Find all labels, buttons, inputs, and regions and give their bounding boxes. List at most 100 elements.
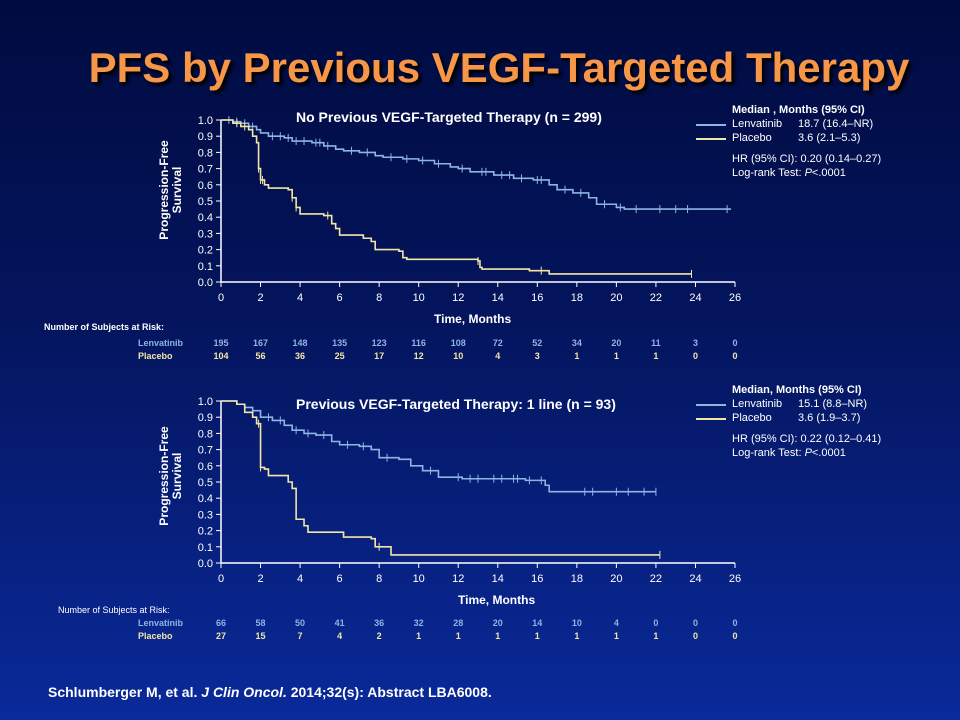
x-tick-label: 6: [337, 292, 343, 304]
lenvatinib-swatch: [696, 404, 726, 406]
y-tick-label: 0.2: [198, 526, 213, 538]
placebo-swatch: [696, 418, 726, 420]
citation-journal: J Clin Oncol.: [201, 684, 287, 700]
risk-value: 0: [732, 338, 738, 348]
x-tick-label: 12: [452, 292, 464, 304]
x-tick-label: 16: [531, 573, 543, 585]
legend-value: 3.6 (1.9–3.7): [798, 412, 861, 424]
chart1-risk-header: Number of Subjects at Risk:: [44, 322, 165, 332]
y-tick-label: 0.6: [198, 461, 213, 473]
risk-value: 14: [532, 618, 543, 628]
chart2-hazard-ratio: HR (95% CI): 0.22 (0.12–0.41): [732, 433, 882, 445]
y-tick-label: 0.4: [198, 212, 213, 224]
chart1-x-axis-label: Time, Months: [434, 312, 512, 326]
chart2-legend-placebo: Placebo 3.6 (1.9–3.7): [696, 412, 881, 426]
risk-value: 27: [215, 631, 226, 641]
chart1-legend: Median , Months (95% CI) Lenvatinib 18.7 …: [696, 104, 881, 180]
x-tick-label: 12: [452, 573, 464, 585]
risk-value: 1: [613, 631, 619, 641]
x-tick-label: 16: [531, 292, 543, 304]
risk-value: 15: [255, 631, 266, 641]
risk-value: 1: [574, 631, 580, 641]
x-tick-label: 10: [413, 292, 425, 304]
y-tick-label: 0.8: [198, 428, 213, 440]
risk-value: 0: [692, 631, 698, 641]
x-tick-label: 20: [610, 292, 622, 304]
risk-value: 7: [297, 631, 303, 641]
risk-value: 10: [571, 618, 582, 628]
x-tick-label: 14: [492, 292, 504, 304]
risk-value: 123: [371, 338, 387, 348]
risk-value: 10: [453, 351, 464, 361]
x-tick-label: 18: [571, 573, 583, 585]
risk-value: 135: [332, 338, 348, 348]
risk-value: 25: [334, 351, 345, 361]
chart2-title: Previous VEGF-Targeted Therapy: 1 line (…: [296, 396, 616, 412]
chart1-legend-placebo: Placebo 3.6 (2.1–5.3): [696, 132, 881, 146]
risk-value: 1: [653, 631, 659, 641]
x-tick-label: 6: [337, 573, 343, 585]
chart2-legend: Median, Months (95% CI) Lenvatinib 15.1 (…: [696, 384, 881, 460]
risk-value: 195: [213, 338, 229, 348]
y-tick-label: 0.5: [198, 477, 213, 489]
risk-value: 0: [692, 618, 698, 628]
logrank-p: P: [804, 447, 812, 459]
x-tick-label: 0: [218, 292, 224, 304]
risk-value: 36: [295, 351, 306, 361]
x-tick-label: 2: [257, 573, 263, 585]
x-tick-label: 10: [413, 573, 425, 585]
risk-value: 20: [611, 338, 622, 348]
risk-value: 2: [376, 631, 382, 641]
legend-name: Lenvatinib: [732, 118, 783, 130]
chart2-legend-lenvatinib: Lenvatinib 15.1 (8.8–NR): [696, 398, 881, 412]
legend-value: 18.7 (16.4–NR): [798, 118, 874, 130]
chart1-title: No Previous VEGF-Targeted Therapy (n = 2…: [296, 109, 602, 125]
risk-value: 1: [495, 631, 501, 641]
placebo-curve: [221, 400, 660, 556]
y-tick-label: 0.7: [198, 164, 213, 176]
citation: Schlumberger M, et al. J Clin Oncol. 201…: [48, 684, 492, 700]
risk-value: 0: [732, 351, 738, 361]
y-tick-label: 0.3: [198, 228, 213, 240]
x-tick-label: 20: [610, 573, 622, 585]
risk-value: 56: [255, 351, 266, 361]
y-tick-label: 0.7: [198, 445, 213, 457]
risk-value: 148: [292, 338, 308, 348]
chart2-stats: HR (95% CI): 0.22 (0.12–0.41) Log-rank T…: [732, 432, 881, 460]
y-tick-label: 0.1: [198, 542, 213, 554]
chart2-risk-header: Number of Subjects at Risk:: [58, 605, 170, 615]
risk-value: 0: [692, 351, 698, 361]
y-tick-label: 0.8: [198, 147, 213, 159]
risk-row-label: Placebo: [138, 351, 173, 361]
logrank-p: P: [804, 167, 812, 179]
risk-value: 28: [453, 618, 464, 628]
risk-value: 41: [334, 618, 345, 628]
slide-title: PFS by Previous VEGF-Targeted Therapy: [88, 44, 910, 91]
x-tick-label: 26: [729, 573, 741, 585]
risk-value: 1: [613, 351, 619, 361]
risk-value: 0: [732, 618, 738, 628]
y-tick-label: 0.0: [198, 558, 213, 570]
x-tick-label: 8: [376, 292, 382, 304]
placebo-swatch: [696, 138, 726, 140]
risk-value: 66: [215, 618, 226, 628]
risk-value: 4: [495, 351, 501, 361]
citation-details: 2014;32(s): Abstract LBA6008.: [290, 684, 492, 700]
y-tick-label: 0.4: [198, 493, 213, 505]
risk-value: 4: [613, 618, 619, 628]
risk-value: 0: [732, 631, 738, 641]
risk-value: 72: [492, 338, 503, 348]
risk-row-lenvatinib: Lenvatinib 66 58 50 41 36 32 28 20 14 10 4 0 0 0: [0, 618, 960, 630]
citation-authors: Schlumberger M, et al.: [48, 684, 198, 700]
chart2-y-axis-label: Progression-Free Survival: [157, 396, 184, 556]
x-tick-label: 4: [297, 292, 303, 304]
x-tick-label: 26: [729, 292, 741, 304]
risk-row-label: Lenvatinib: [138, 618, 184, 628]
risk-value: 1: [534, 631, 540, 641]
legend-name: Lenvatinib: [732, 398, 783, 410]
risk-value: 104: [213, 351, 229, 361]
risk-value: 32: [413, 618, 424, 628]
risk-value: 3: [692, 338, 698, 348]
risk-value: 12: [413, 351, 424, 361]
